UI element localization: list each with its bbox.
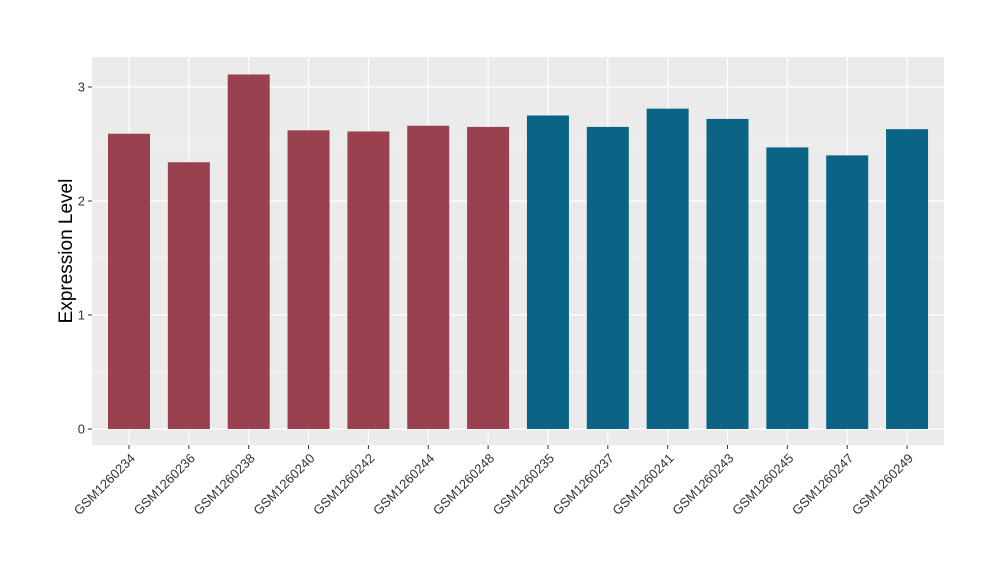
bar-GSM1260237 bbox=[586, 126, 629, 430]
bar-GSM1260240 bbox=[287, 130, 330, 429]
bar-GSM1260238 bbox=[227, 74, 270, 430]
y-tick-label: 0 bbox=[78, 422, 85, 437]
bar-GSM1260235 bbox=[526, 115, 569, 429]
bar-GSM1260248 bbox=[467, 126, 510, 430]
plot-panel bbox=[92, 57, 944, 445]
bar-GSM1260245 bbox=[766, 147, 809, 430]
x-tick-label: GSM1260236 bbox=[131, 451, 198, 518]
x-tick-label: GSM1260245 bbox=[729, 451, 796, 518]
y-tick-label: 1 bbox=[78, 308, 85, 323]
bar-GSM1260241 bbox=[646, 108, 689, 429]
x-tick-label: GSM1260244 bbox=[370, 451, 437, 518]
x-tick-label: GSM1260241 bbox=[609, 451, 676, 518]
x-tick-label: GSM1260234 bbox=[71, 451, 138, 518]
x-tick-label: GSM1260248 bbox=[430, 451, 497, 518]
x-tick-label: GSM1260235 bbox=[490, 451, 557, 518]
y-tick-label: 3 bbox=[78, 80, 85, 95]
x-tick-label: GSM1260247 bbox=[789, 451, 856, 518]
x-tick-label: GSM1260242 bbox=[310, 451, 377, 518]
bar-GSM1260236 bbox=[167, 162, 210, 430]
bars bbox=[108, 74, 929, 430]
y-tick-label: 2 bbox=[78, 194, 85, 209]
x-tick-label: GSM1260237 bbox=[550, 451, 617, 518]
x-tick-label: GSM1260243 bbox=[669, 451, 736, 518]
x-tick-label: GSM1260238 bbox=[190, 451, 257, 518]
bar-GSM1260247 bbox=[826, 155, 869, 429]
bar-GSM1260244 bbox=[407, 125, 450, 429]
bar-GSM1260242 bbox=[347, 131, 390, 429]
bar-GSM1260249 bbox=[886, 129, 929, 429]
x-tick-label: GSM1260249 bbox=[849, 451, 916, 518]
x-axis: GSM1260234GSM1260236GSM1260238GSM1260240… bbox=[71, 445, 916, 518]
y-axis-label: Expression Level bbox=[56, 179, 77, 324]
bar-GSM1260234 bbox=[108, 133, 150, 430]
x-tick-label: GSM1260240 bbox=[250, 451, 317, 518]
y-axis: 0 1 2 3 bbox=[78, 80, 92, 437]
bar-GSM1260243 bbox=[706, 118, 749, 430]
